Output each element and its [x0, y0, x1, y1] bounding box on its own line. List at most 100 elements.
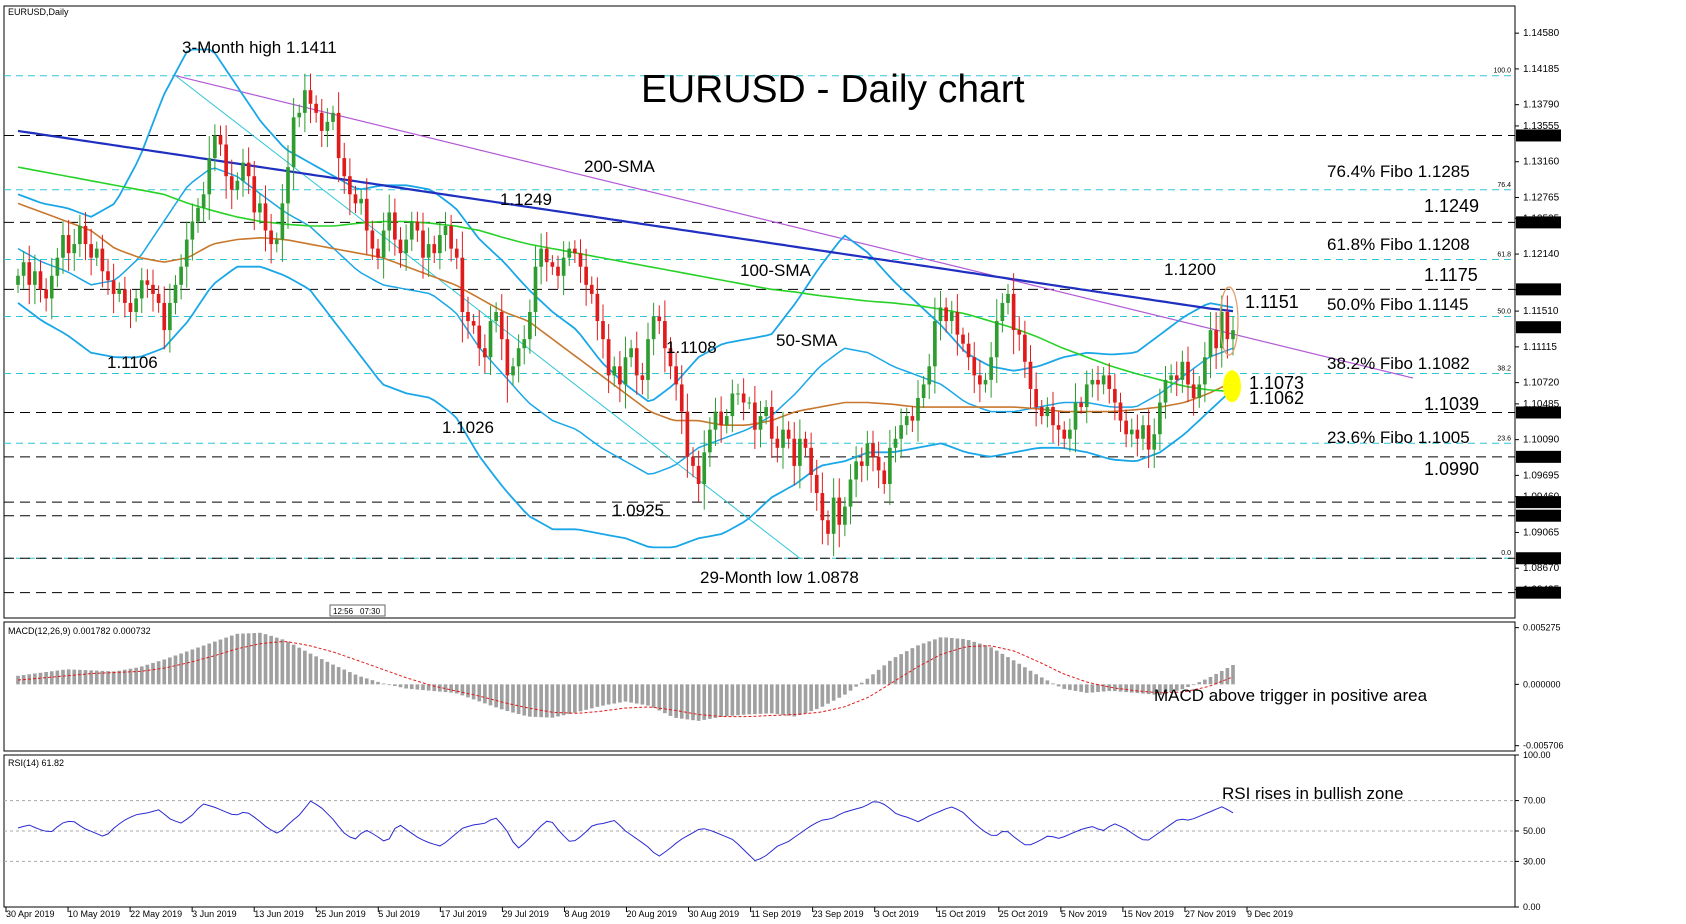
candle-body [1118, 402, 1123, 421]
macd-histogram-bar [156, 661, 161, 685]
candle-body [359, 198, 363, 204]
macd-histogram-bar [634, 684, 639, 704]
macd-histogram-bar [393, 684, 397, 687]
price-level-box [1516, 129, 1561, 142]
macd-signal-line [17, 641, 1234, 718]
candle-body [764, 407, 768, 417]
candle-body [303, 90, 307, 113]
candle-body [466, 312, 470, 322]
candle-body [1023, 334, 1027, 362]
macd-histogram-bar [876, 669, 881, 685]
macd-histogram-bar [286, 641, 290, 685]
macd-histogram-bar [719, 684, 723, 717]
candle-body [364, 198, 369, 231]
macd-histogram-bar [381, 683, 386, 685]
sma200-label: 200-SMA [584, 157, 656, 176]
macd-histogram-bar [449, 684, 453, 693]
candle-body [888, 447, 892, 485]
candle-body [1191, 384, 1196, 399]
y-axis-tick-label: 1.14580 [1523, 28, 1560, 39]
candle-body [533, 266, 538, 312]
y-axis-tick-label: 1.13160 [1523, 157, 1560, 168]
macd-histogram-bar [724, 684, 729, 717]
candle-body [528, 312, 532, 340]
candle-body [1006, 293, 1010, 303]
macd-histogram-bar [679, 684, 684, 719]
macd-histogram-bar [348, 672, 352, 685]
macd-histogram-bar [1006, 657, 1010, 685]
candle-body [775, 438, 780, 448]
macd-y-tick-label: -0.005706 [1523, 741, 1564, 751]
candle-body [353, 194, 358, 204]
x-axis-tick-label: 5 Nov 2019 [1061, 909, 1107, 919]
macd-histogram-bar [387, 684, 392, 686]
macd-histogram-bar [364, 678, 369, 685]
macd-histogram-bar [764, 684, 768, 714]
macd-histogram-bar [241, 633, 245, 685]
x-axis-tick-label: 27 Nov 2019 [1185, 909, 1236, 919]
candle-body [1113, 388, 1117, 403]
macd-histogram-bar [1129, 684, 1134, 693]
rsi-y-tick-label: 50.00 [1523, 826, 1546, 836]
candle-body [494, 312, 498, 322]
candle-body [618, 366, 622, 385]
x-axis-tick-label: 11 Sep 2019 [751, 909, 801, 919]
annotation-29-month-low: 29-Month low 1.0878 [700, 568, 859, 587]
macd-histogram-bar [1152, 684, 1157, 695]
candle-body [781, 429, 785, 448]
macd-histogram-bar [741, 684, 746, 715]
macd-histogram-bar [415, 684, 420, 690]
macd-histogram-bar [978, 643, 982, 685]
rsi-title: RSI(14) 61.82 [8, 758, 64, 768]
macd-histogram-bar [820, 684, 825, 707]
x-axis-tick-label: 9 Dec 2019 [1247, 909, 1293, 919]
macd-histogram-bar [1028, 670, 1033, 685]
candle-body [83, 225, 88, 245]
price-level-box [1516, 552, 1561, 565]
candle-body [291, 117, 296, 168]
macd-histogram-bar [49, 671, 54, 685]
rsi-panel [3, 754, 1516, 908]
candle-body [1146, 425, 1151, 450]
candle-body [168, 302, 172, 331]
candle-body [668, 348, 673, 367]
candle-body [274, 239, 279, 245]
candle-body [33, 271, 37, 285]
macd-histogram-bar [336, 667, 341, 685]
macd-histogram-bar [438, 684, 442, 692]
candle-body [522, 339, 527, 349]
macd-histogram-bar [421, 684, 425, 691]
candle-body [1000, 302, 1005, 322]
macd-histogram-bar [207, 643, 212, 685]
candle-body [348, 176, 352, 195]
price-level-box-label: 1.11750 [1519, 285, 1551, 295]
candle-body [1107, 375, 1112, 389]
candle-body [78, 225, 82, 245]
macd-histogram-bar [516, 684, 521, 715]
macd-histogram-bar [640, 684, 645, 705]
macd-histogram-bar [955, 638, 960, 685]
candle-body [803, 438, 808, 448]
macd-histogram-bar [190, 649, 195, 685]
candle-body [61, 235, 65, 258]
candle-body [792, 438, 797, 466]
macd-histogram-bar [944, 637, 948, 685]
candle-body [544, 248, 549, 263]
macd-histogram-bar [567, 684, 572, 714]
x-axis-tick-label: 20 Aug 2019 [627, 909, 678, 919]
candle-body [831, 497, 836, 534]
x-axis-tick-label: 25 Oct 2019 [999, 909, 1048, 919]
macd-histogram-bar [173, 655, 178, 685]
candle-body [944, 307, 948, 322]
annotation-swing-1-1200: 1.1200 [1164, 260, 1216, 279]
candle-body [640, 375, 645, 380]
fib-38-2-label: 38.2% Fibo 1.1082 [1327, 354, 1470, 373]
macd-histogram-bar [168, 657, 172, 685]
candle-body [1017, 330, 1022, 335]
macd-histogram-bar [258, 632, 262, 685]
candle-body [134, 298, 138, 312]
macd-histogram-bar [213, 641, 217, 685]
candle-body [561, 257, 566, 276]
macd-histogram-bar [1051, 683, 1055, 685]
macd-histogram-bar [1062, 684, 1067, 689]
